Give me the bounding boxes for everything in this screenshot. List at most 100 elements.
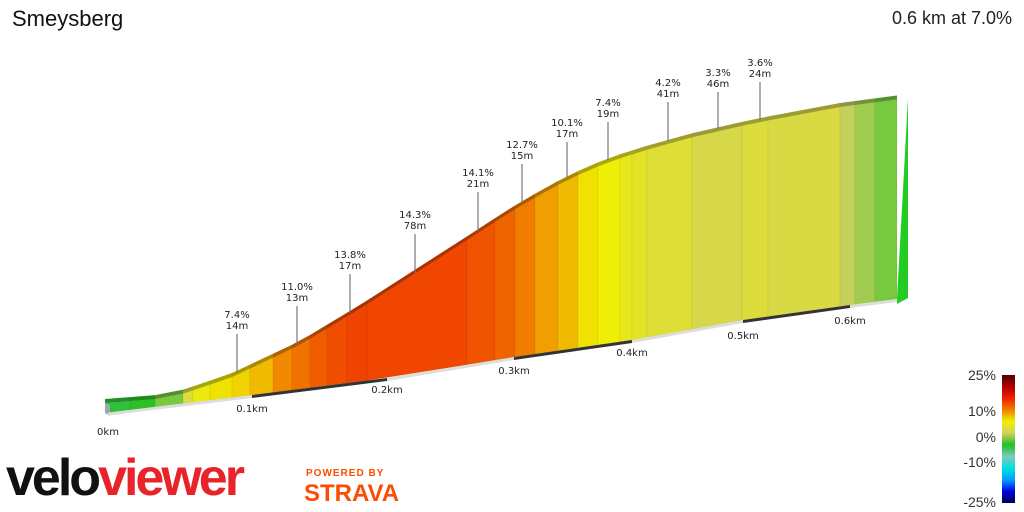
profile-top-edge: [292, 335, 310, 349]
profile-top-edge: [130, 395, 155, 402]
profile-top-edge: [515, 193, 535, 210]
profile-top-edge: [620, 150, 632, 159]
profile-top-edge: [692, 121, 742, 138]
powered-by-label: POWERED BY: [306, 468, 385, 479]
annotation-grade: 11.0%: [281, 282, 313, 293]
profile-top-edge: [273, 344, 292, 358]
climb-title: Smeysberg: [12, 6, 124, 31]
profile-segment: [346, 304, 368, 384]
profile-top-edge: [210, 373, 232, 385]
profile-top-edge: [632, 145, 647, 155]
logo-velo: velo: [6, 449, 101, 507]
annotation-length: 19m: [597, 109, 619, 120]
annotation-grade: 10.1%: [551, 118, 583, 129]
x-tick-label: 0.5km: [727, 331, 758, 342]
distance-ground-band: [514, 340, 632, 360]
annotation-length: 46m: [707, 79, 729, 90]
annotation-length: 14m: [226, 321, 248, 332]
strava-logo[interactable]: STRAVA: [304, 480, 400, 507]
veloviewer-logo[interactable]: veloviewer: [6, 449, 245, 507]
profile-top-edge: [347, 300, 367, 317]
profile-segment: [839, 104, 856, 307]
profile-top-edge: [768, 103, 840, 121]
distance-ground-band: [743, 305, 850, 323]
annotation-length: 13m: [286, 293, 308, 304]
annotation-length: 17m: [556, 129, 578, 140]
profile-top-edge: [367, 236, 467, 305]
profile-top-edge: [742, 116, 768, 126]
annotation-length: 24m: [749, 69, 771, 80]
profile-top-edge: [467, 218, 495, 241]
profile-top-edge: [840, 101, 855, 107]
x-tick-label: 0.4km: [616, 348, 647, 359]
legend-label: 0%: [976, 429, 996, 445]
logo-viewer: viewer: [98, 449, 245, 507]
climb-summary: 0.6 km at 7.0%: [891, 8, 1012, 28]
x-tick-label: 0.3km: [498, 366, 529, 377]
profile-top-edge: [250, 353, 273, 369]
profile-top-edge: [558, 171, 578, 185]
grade-color-scale: [1002, 375, 1015, 503]
annotation-grade: 14.3%: [399, 210, 431, 221]
annotation-grade: 7.4%: [224, 310, 249, 321]
profile-segment: [874, 99, 898, 303]
legend-label: -10%: [963, 454, 996, 470]
profile-top-edge: [598, 154, 620, 167]
annotation-length: 41m: [657, 89, 679, 100]
x-tick-label: 0.2km: [371, 385, 402, 396]
profile-top-edge: [495, 205, 515, 223]
profile-segment: [514, 197, 536, 358]
annotation-grade: 13.8%: [334, 250, 366, 261]
annotation-grade: 14.1%: [462, 168, 494, 179]
profile-top-edge: [183, 386, 193, 394]
distance-ground-band: [387, 357, 514, 381]
distance-ground-band: [632, 320, 743, 343]
profile-segment: [309, 328, 328, 389]
profile-segment: [854, 102, 876, 305]
profile-end-face: [897, 98, 908, 304]
profile-top-edge: [855, 98, 875, 106]
profile-segment: [466, 221, 496, 366]
x-tick-label: 0.1km: [236, 404, 267, 415]
annotation-length: 17m: [339, 261, 361, 272]
profile-top-edge: [578, 162, 598, 176]
profile-segment: [366, 239, 468, 381]
profile-top-edge: [193, 380, 210, 391]
profile-top-edge: [105, 397, 130, 403]
profile-top-edge: [535, 181, 558, 198]
profile-segment: [619, 154, 633, 343]
annotation-grade: 4.2%: [655, 78, 680, 89]
annotation-grade: 3.3%: [705, 68, 730, 79]
x-tick-label: 0km: [97, 427, 119, 438]
x-tick-label: 0.6km: [834, 316, 865, 327]
profile-segment: [631, 149, 648, 341]
legend-label: 10%: [968, 403, 996, 419]
distance-ground-band: [252, 378, 387, 398]
legend-label: 25%: [968, 367, 996, 383]
profile-segment: [534, 184, 559, 355]
profile-segment: [646, 136, 693, 338]
legend-label: -25%: [963, 494, 996, 510]
profile-top-edge: [232, 364, 250, 378]
distance-ground-band: [108, 395, 252, 416]
annotation-grade: 3.6%: [747, 58, 772, 69]
distance-ground-band: [850, 299, 897, 308]
annotation-grade: 12.7%: [506, 140, 538, 151]
profile-segment: [557, 174, 579, 352]
annotation-length: 15m: [511, 151, 533, 162]
profile-segment: [326, 316, 348, 386]
annotation-grade: 7.4%: [595, 98, 620, 109]
profile-segment: [691, 125, 743, 330]
profile-top-edge: [155, 389, 183, 400]
annotation-length: 21m: [467, 179, 489, 190]
profile-segment: [577, 165, 599, 349]
profile-top-edge: [327, 312, 347, 329]
profile-top-edge: [310, 324, 327, 339]
profile-top-edge: [647, 133, 692, 150]
profile-segment: [741, 120, 769, 321]
profile-segment: [597, 157, 621, 346]
profile-top-edge: [875, 95, 897, 103]
annotation-length: 78m: [404, 221, 426, 232]
profile-segment: [494, 208, 516, 361]
